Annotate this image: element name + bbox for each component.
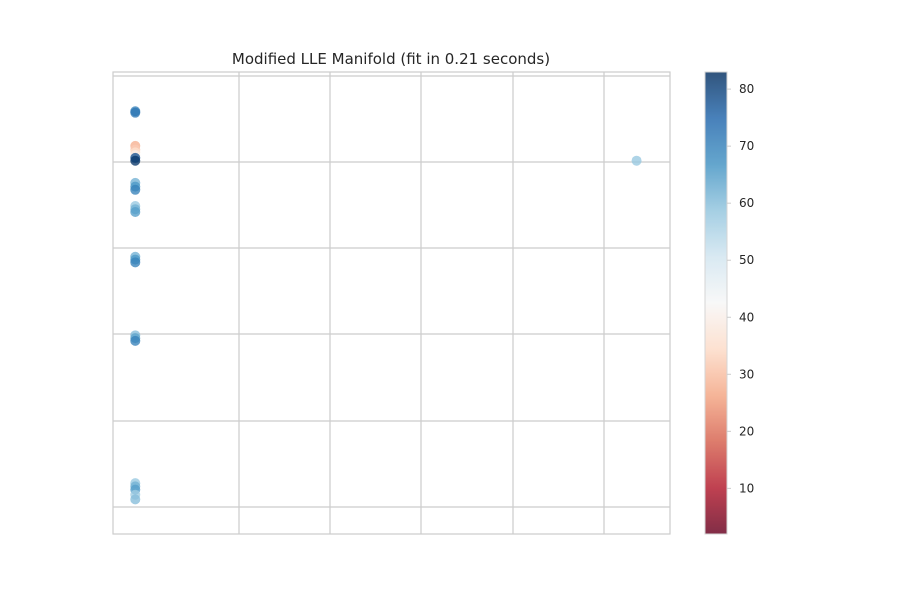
colorbar-tick-label: 80: [739, 82, 754, 96]
data-point-17: [130, 257, 141, 268]
colorbar-tick-label: 70: [739, 139, 754, 153]
colorbar-tick-label: 40: [739, 310, 754, 324]
data-point-14: [130, 206, 141, 217]
colorbar-tick-label: 50: [739, 253, 754, 267]
plot-area: [112, 71, 671, 535]
data-points: [130, 106, 642, 505]
colorbar-tick-label: 60: [739, 196, 754, 210]
data-point-25: [130, 494, 141, 505]
colorbar-tick-label: 10: [739, 481, 754, 495]
colorbar-ticks: 10 20 30 40 50 60 70 80: [727, 82, 754, 495]
data-point-8: [130, 155, 141, 166]
grid-lines: [113, 72, 670, 534]
chart-title: Modified LLE Manifold (fit in 0.21 secon…: [232, 50, 550, 68]
data-point-11: [130, 184, 141, 195]
colorbar-tick-label: 20: [739, 424, 754, 438]
data-point-26: [631, 155, 642, 166]
colorbar-tick-label: 30: [739, 367, 754, 381]
data-point-2: [130, 107, 141, 118]
colorbar: [704, 71, 728, 535]
data-point-20: [130, 335, 141, 346]
